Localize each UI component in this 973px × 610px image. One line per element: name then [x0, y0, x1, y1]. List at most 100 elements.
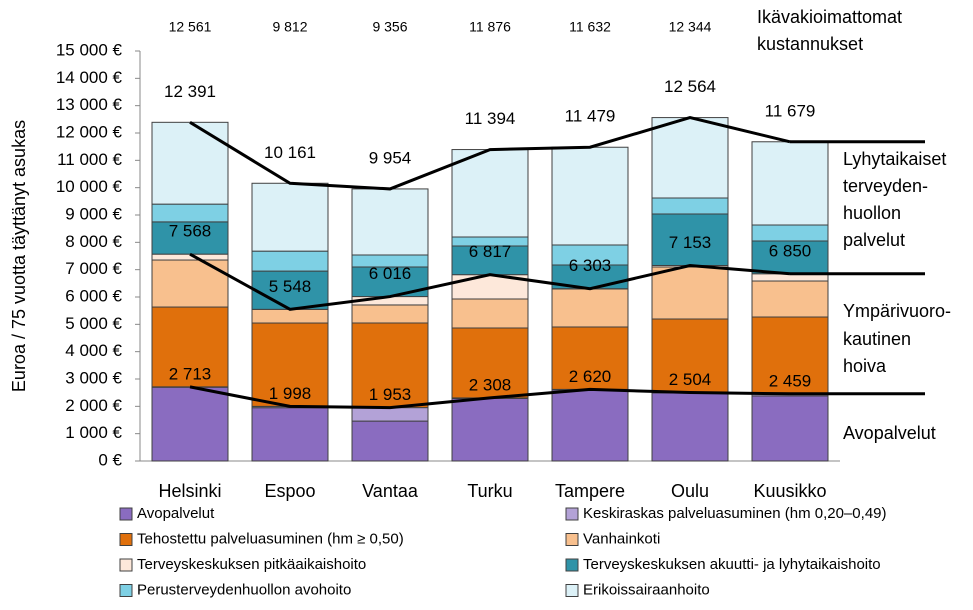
y-tick-label: 12 000 € — [56, 122, 123, 141]
bar-segment — [552, 147, 628, 245]
bar-segment — [352, 305, 428, 323]
group-label: 11 394 — [465, 109, 516, 128]
bar-segment — [152, 204, 228, 222]
group-name: Avopalvelut — [843, 423, 936, 443]
y-tick-label: 15 000 € — [56, 40, 123, 59]
group-label: 12 391 — [164, 82, 216, 101]
y-tick-label: 1 000 € — [65, 423, 122, 442]
y-axis-label: Euroa / 75 vuotta täyttänyt asukas — [9, 120, 29, 392]
legend-swatch — [566, 508, 578, 520]
group-label: 7 153 — [669, 233, 712, 252]
group-name: terveyden- — [843, 176, 928, 196]
group-label: 11 479 — [565, 107, 616, 126]
group-name: kautinen — [843, 329, 911, 349]
group-label: 6 817 — [469, 242, 512, 261]
y-tick-label: 9 000 € — [65, 204, 122, 223]
legend-swatch — [120, 508, 132, 520]
group-label: 7 568 — [169, 222, 212, 241]
y-tick-label: 8 000 € — [65, 232, 122, 251]
legend-label: Erikoissairaanhoito — [583, 581, 710, 598]
group-label: 2 308 — [469, 375, 512, 394]
bar-segment — [652, 267, 728, 319]
bar-segment — [452, 150, 528, 237]
group-label: 1 998 — [269, 384, 312, 403]
legend-label: Avopalvelut — [137, 505, 215, 522]
y-tick-label: 13 000 € — [56, 95, 123, 114]
group-label: 10 161 — [264, 143, 316, 162]
y-tick-label: 6 000 € — [65, 286, 122, 305]
unadjusted-value: 11 876 — [469, 19, 511, 35]
group-label: 11 679 — [765, 101, 816, 120]
bar-segment — [752, 142, 828, 225]
bar-segment — [652, 118, 728, 198]
legend-swatch — [120, 534, 132, 546]
group-name: Lyhytaikaiset — [843, 149, 946, 169]
legend-label: Perusterveydenhuollon avohoito — [137, 581, 351, 598]
group-label: 2 504 — [669, 370, 712, 389]
unadjusted-title: kustannukset — [757, 34, 863, 54]
bar-segment — [152, 260, 228, 307]
group-label: 2 620 — [569, 367, 612, 386]
group-label: 9 954 — [369, 148, 412, 167]
bar-segment — [152, 387, 228, 461]
x-tick-label: Turku — [467, 481, 512, 501]
bar-segment — [252, 183, 328, 251]
y-tick-label: 2 000 € — [65, 396, 122, 415]
bar-segment — [752, 225, 828, 241]
group-name: Ympärivuoro- — [843, 301, 951, 321]
group-name: huollon — [843, 203, 901, 223]
legend-label: Tehostettu palveluasuminen (hm ≥ 0,50) — [137, 530, 404, 547]
y-tick-label: 11 000 € — [57, 150, 122, 169]
group-label: 5 548 — [269, 277, 312, 296]
y-tick-label: 7 000 € — [65, 259, 122, 278]
bar-segment — [352, 408, 428, 421]
bar-segment — [552, 289, 628, 327]
bar-segment — [752, 281, 828, 317]
group-label: 6 016 — [369, 264, 412, 283]
x-tick-label: Kuusikko — [753, 481, 826, 501]
x-tick-label: Espoo — [264, 481, 315, 501]
bar-segment — [452, 299, 528, 328]
legend-swatch — [120, 559, 132, 571]
legend-label: Vanhainkoti — [583, 530, 660, 547]
group-name: palvelut — [843, 230, 905, 250]
legend-swatch — [566, 585, 578, 597]
x-tick-label: Oulu — [671, 481, 709, 501]
bar-segment — [652, 198, 728, 214]
group-label: 6 850 — [769, 241, 812, 260]
bar-segment — [452, 398, 528, 461]
unadjusted-title: Ikävakioimattomat — [757, 7, 902, 27]
y-tick-label: 4 000 € — [65, 341, 122, 360]
legend-label: Terveyskeskuksen pitkäaikaishoito — [137, 556, 366, 573]
unadjusted-value: 12 561 — [169, 19, 212, 35]
bar-segment — [252, 408, 328, 461]
group-label: 2 459 — [769, 371, 812, 390]
bar-segment — [552, 390, 628, 461]
bar-segment — [752, 396, 828, 461]
x-tick-label: Tampere — [555, 481, 625, 501]
bar-segment — [352, 421, 428, 461]
group-label: 6 303 — [569, 256, 612, 275]
group-name: hoiva — [843, 356, 887, 376]
bar-segment — [352, 189, 428, 255]
y-tick-label: 3 000 € — [65, 368, 122, 387]
legend-label: Keskiraskas palveluasuminen (hm 0,20–0,4… — [583, 505, 887, 522]
y-tick-label: 10 000 € — [56, 177, 123, 196]
unadjusted-value: 12 344 — [669, 19, 712, 35]
legend-label: Terveyskeskuksen akuutti- ja lyhytaikais… — [583, 556, 881, 573]
bar-segment — [252, 309, 328, 323]
y-tick-label: 5 000 € — [65, 314, 122, 333]
unadjusted-value: 9 812 — [272, 19, 307, 35]
y-tick-label: 14 000 € — [56, 68, 123, 87]
legend-swatch — [566, 534, 578, 546]
x-tick-label: Vantaa — [362, 481, 419, 501]
legend-swatch — [120, 585, 132, 597]
x-tick-label: Helsinki — [158, 481, 221, 501]
unadjusted-value: 9 356 — [372, 19, 407, 35]
bar-segment — [252, 251, 328, 271]
legend-swatch — [566, 559, 578, 571]
group-label: 12 564 — [664, 77, 716, 96]
bar-segment — [652, 393, 728, 461]
